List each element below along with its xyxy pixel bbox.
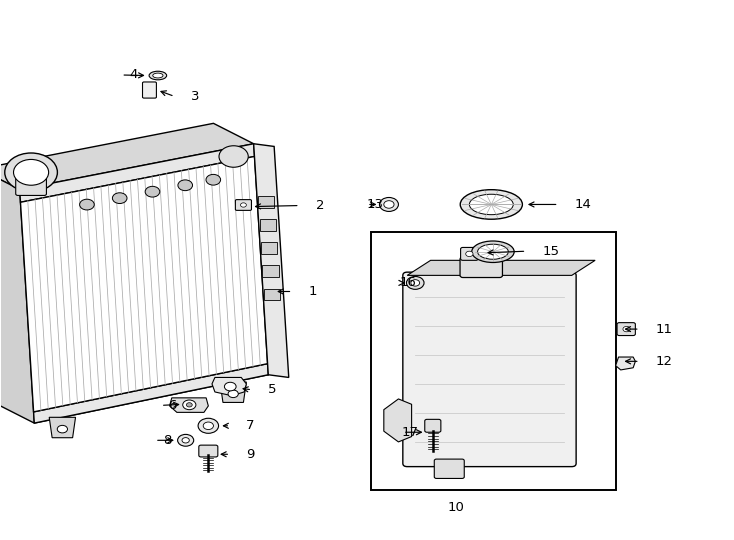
Text: 11: 11 — [656, 322, 673, 335]
Text: 4: 4 — [129, 69, 137, 82]
FancyBboxPatch shape — [403, 272, 576, 467]
Text: 17: 17 — [402, 426, 419, 438]
Text: 16: 16 — [400, 276, 417, 289]
Text: 1: 1 — [308, 285, 317, 298]
Text: 12: 12 — [656, 355, 673, 368]
Bar — [261, 242, 277, 254]
FancyBboxPatch shape — [15, 176, 46, 195]
Bar — [264, 288, 280, 300]
FancyBboxPatch shape — [199, 445, 218, 457]
Polygon shape — [0, 169, 34, 423]
Circle shape — [384, 201, 394, 208]
Polygon shape — [21, 157, 268, 412]
Text: 3: 3 — [191, 90, 199, 103]
Polygon shape — [170, 398, 208, 413]
Circle shape — [178, 434, 194, 446]
Polygon shape — [407, 260, 595, 275]
Circle shape — [183, 400, 196, 410]
Circle shape — [57, 426, 68, 433]
Bar — [263, 266, 279, 277]
Ellipse shape — [149, 71, 167, 80]
Bar — [260, 219, 276, 231]
Bar — [258, 196, 275, 208]
Text: 7: 7 — [247, 419, 255, 433]
Text: 15: 15 — [542, 245, 559, 258]
Circle shape — [225, 382, 236, 391]
Circle shape — [186, 403, 192, 407]
Circle shape — [145, 186, 160, 197]
FancyBboxPatch shape — [461, 247, 478, 260]
Ellipse shape — [219, 146, 248, 167]
FancyBboxPatch shape — [425, 420, 441, 432]
Circle shape — [182, 437, 189, 443]
Circle shape — [228, 390, 239, 397]
Text: 5: 5 — [269, 383, 277, 396]
Polygon shape — [212, 377, 247, 396]
Text: 14: 14 — [575, 198, 592, 211]
Circle shape — [379, 198, 399, 212]
FancyBboxPatch shape — [617, 322, 636, 335]
Text: 6: 6 — [169, 399, 177, 412]
Polygon shape — [220, 382, 247, 402]
FancyBboxPatch shape — [236, 200, 252, 211]
Polygon shape — [616, 357, 636, 370]
Polygon shape — [384, 399, 412, 442]
Circle shape — [241, 203, 247, 207]
Text: 10: 10 — [448, 501, 465, 514]
Ellipse shape — [13, 159, 48, 185]
Bar — [371, 232, 616, 490]
Circle shape — [465, 251, 473, 256]
Polygon shape — [254, 144, 288, 377]
Circle shape — [112, 193, 127, 204]
Ellipse shape — [469, 194, 513, 215]
Circle shape — [178, 180, 192, 191]
Ellipse shape — [4, 153, 57, 192]
Circle shape — [407, 276, 424, 289]
Text: 2: 2 — [316, 199, 324, 212]
Ellipse shape — [478, 244, 509, 259]
FancyBboxPatch shape — [460, 257, 503, 278]
Circle shape — [203, 422, 214, 429]
Circle shape — [623, 326, 631, 332]
Polygon shape — [20, 144, 269, 423]
Circle shape — [411, 280, 420, 286]
Polygon shape — [20, 144, 255, 202]
Ellipse shape — [472, 241, 514, 262]
Circle shape — [79, 199, 94, 210]
Circle shape — [198, 418, 219, 433]
Polygon shape — [49, 417, 76, 438]
Text: 9: 9 — [247, 448, 255, 461]
Text: 8: 8 — [163, 434, 171, 447]
FancyBboxPatch shape — [142, 82, 156, 98]
Text: 13: 13 — [366, 198, 383, 211]
Polygon shape — [0, 123, 254, 190]
Circle shape — [206, 174, 221, 185]
Ellipse shape — [460, 190, 523, 219]
Polygon shape — [34, 363, 269, 423]
FancyBboxPatch shape — [435, 459, 464, 478]
Ellipse shape — [153, 73, 163, 78]
